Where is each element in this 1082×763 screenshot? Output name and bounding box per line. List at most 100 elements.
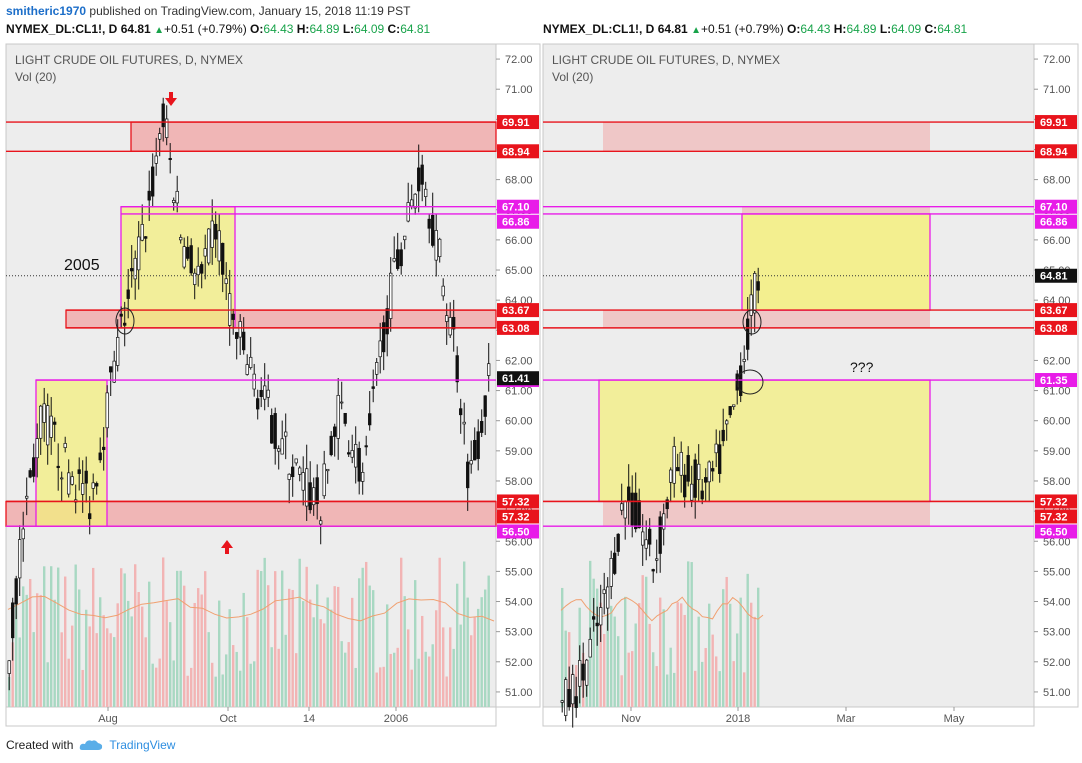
candle-body bbox=[585, 659, 589, 686]
candle-body bbox=[567, 689, 571, 708]
volume-bar bbox=[624, 596, 627, 707]
chart-subtitle: Vol (20) bbox=[15, 70, 56, 84]
candle-body bbox=[630, 492, 634, 526]
candle-body bbox=[672, 446, 676, 484]
zone-box bbox=[35, 379, 108, 527]
volume-bar bbox=[375, 672, 378, 707]
volume-bar bbox=[270, 647, 273, 707]
candle-body bbox=[130, 268, 134, 272]
y-tick-label: 54.00 bbox=[1043, 597, 1071, 609]
volume-bar bbox=[424, 651, 427, 707]
volume-bar bbox=[680, 603, 683, 707]
candle-body bbox=[252, 373, 256, 390]
symbol: NYMEX_DL:CL1!, D bbox=[543, 22, 655, 36]
candle-body bbox=[126, 289, 130, 299]
candle-body bbox=[67, 472, 71, 495]
candle-body bbox=[119, 313, 123, 317]
volume-bar bbox=[676, 602, 679, 707]
candle-body bbox=[235, 332, 239, 339]
candle-body bbox=[326, 468, 330, 472]
volume-bar bbox=[18, 637, 21, 707]
candle-body bbox=[441, 285, 445, 297]
open-value: 64.43 bbox=[263, 22, 294, 36]
candle-body bbox=[476, 431, 480, 459]
y-tick-label: 59.00 bbox=[1043, 446, 1071, 458]
author-link[interactable]: smitheric1970 bbox=[6, 4, 87, 18]
volume-bar bbox=[207, 632, 210, 707]
zone-box bbox=[741, 213, 931, 311]
volume-bar bbox=[337, 586, 340, 707]
y-tick-label: 60.00 bbox=[505, 416, 533, 428]
candle-body bbox=[637, 500, 641, 529]
candle-body bbox=[112, 360, 116, 383]
candle-body bbox=[200, 264, 204, 274]
tradingview-link[interactable]: TradingView bbox=[109, 738, 176, 752]
y-tick-label: 56.00 bbox=[1043, 536, 1071, 548]
volume-bar bbox=[60, 632, 63, 707]
candle-body bbox=[287, 473, 291, 480]
y-tick-label: 59.00 bbox=[505, 446, 533, 458]
last-price-tag bbox=[1035, 268, 1077, 283]
volume-bar bbox=[242, 592, 245, 707]
candle-body bbox=[588, 638, 592, 658]
volume-bar bbox=[309, 599, 312, 707]
annotation-text: ??? bbox=[850, 359, 874, 375]
volume-bar bbox=[638, 603, 641, 707]
low-value: 64.09 bbox=[354, 22, 385, 36]
candle-body bbox=[70, 476, 74, 485]
level-price-tag bbox=[497, 214, 539, 229]
volume-bar bbox=[291, 589, 294, 707]
volume-bar bbox=[277, 648, 280, 707]
volume-bar bbox=[421, 615, 424, 707]
volume-bar bbox=[715, 656, 718, 707]
volume-bar bbox=[8, 676, 11, 707]
candle-body bbox=[350, 450, 354, 458]
volume-bar bbox=[708, 603, 711, 707]
level-price-tag-label: 68.94 bbox=[502, 146, 530, 158]
volume-bar bbox=[431, 644, 434, 707]
candle-body bbox=[683, 474, 687, 498]
candle-body bbox=[63, 443, 67, 448]
candle-body bbox=[473, 440, 477, 461]
volume-bar bbox=[144, 637, 147, 707]
volume-bar bbox=[750, 602, 753, 707]
volume-bar bbox=[137, 592, 140, 707]
candle-body bbox=[207, 228, 211, 264]
volume-bar bbox=[386, 604, 389, 707]
level-price-tag bbox=[1035, 214, 1077, 229]
candle-body bbox=[732, 404, 736, 407]
y-tick-label: 65.00 bbox=[505, 265, 533, 277]
chart-panel-2: 51.0052.0053.0054.0055.0056.0057.0058.00… bbox=[542, 43, 1079, 728]
level-price-tag-label: 57.32 bbox=[502, 496, 530, 508]
candle-body bbox=[413, 193, 417, 209]
x-tick-label: 2006 bbox=[384, 713, 408, 725]
volume-bar bbox=[123, 573, 126, 707]
volume-bar bbox=[466, 597, 469, 707]
volume-bar bbox=[487, 575, 490, 707]
candle-body bbox=[315, 477, 319, 504]
candle-body bbox=[266, 389, 270, 398]
candle-body bbox=[273, 413, 277, 449]
volume-bar bbox=[274, 571, 277, 707]
candle-body bbox=[606, 586, 610, 609]
level-price-tag bbox=[497, 320, 539, 335]
candle-body bbox=[749, 294, 753, 316]
volume-bar bbox=[78, 589, 81, 707]
candle-body bbox=[98, 452, 102, 461]
volume-bar bbox=[221, 674, 224, 707]
candle-body bbox=[147, 190, 151, 201]
x-tick-label: 2018 bbox=[726, 713, 750, 725]
candle-body bbox=[658, 516, 662, 554]
candle-body bbox=[560, 700, 564, 703]
candle-body bbox=[32, 457, 36, 477]
candle-body bbox=[361, 472, 365, 482]
candle-body bbox=[294, 458, 298, 464]
candle-body bbox=[438, 238, 442, 258]
x-tick-label: Mar bbox=[837, 713, 856, 725]
candle-body bbox=[602, 589, 606, 594]
candle-body bbox=[371, 386, 375, 389]
candle-body bbox=[280, 438, 284, 455]
volume-bar bbox=[326, 597, 329, 707]
volume-bar bbox=[249, 663, 252, 707]
